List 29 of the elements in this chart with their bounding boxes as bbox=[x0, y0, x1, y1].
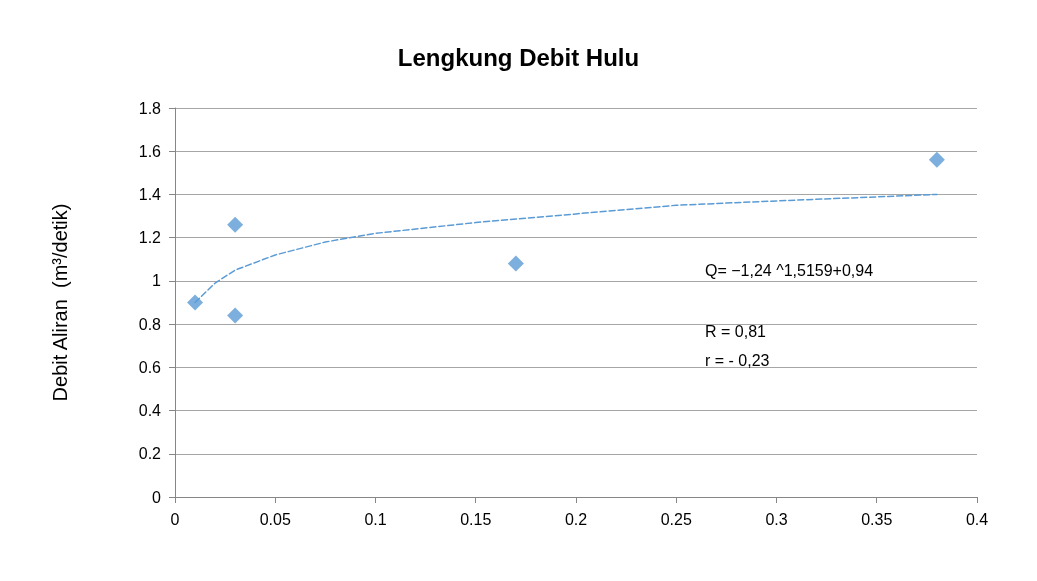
annotation: r = - 0,23 bbox=[705, 351, 770, 369]
y-tick-label: 0.6 bbox=[138, 358, 162, 376]
x-tick-label: 0.25 bbox=[660, 510, 692, 528]
point bbox=[507, 255, 524, 272]
y-tick-label: 0 bbox=[152, 488, 162, 506]
y-tick-label: 1.2 bbox=[138, 229, 162, 247]
point bbox=[227, 216, 244, 233]
y-tick-label: 0.4 bbox=[138, 402, 162, 420]
x-tick-label: 0.2 bbox=[564, 510, 588, 528]
y-tick-label: 0.8 bbox=[138, 315, 162, 333]
y-tick-label: 0.2 bbox=[138, 445, 162, 463]
y-tick-label: 1.4 bbox=[138, 185, 162, 203]
chart-title: Lengkung Debit Hulu bbox=[397, 43, 640, 71]
x-tick-label: 0.05 bbox=[259, 510, 291, 528]
x-tick-label: 0.15 bbox=[460, 510, 492, 528]
point bbox=[227, 307, 244, 324]
x-tick-label: 0.1 bbox=[364, 510, 387, 528]
y-axis-title: Debit Aliran (m³/detik) bbox=[49, 203, 71, 402]
y-tick-label: 1 bbox=[152, 272, 162, 290]
x-tick-label: 0.35 bbox=[861, 510, 893, 528]
y-tick-label: 1.8 bbox=[138, 99, 162, 117]
annotation: R = 0,81 bbox=[705, 322, 767, 340]
point bbox=[187, 294, 204, 311]
x-tick-label: 0 bbox=[170, 510, 180, 528]
x-tick-label: 0.4 bbox=[965, 510, 989, 528]
annotation: Q= −1,24 ^1,5159+0,94 bbox=[705, 261, 874, 279]
x-tick-label: 0.3 bbox=[765, 510, 788, 528]
point bbox=[928, 151, 945, 168]
y-tick-label: 1.6 bbox=[138, 142, 162, 160]
